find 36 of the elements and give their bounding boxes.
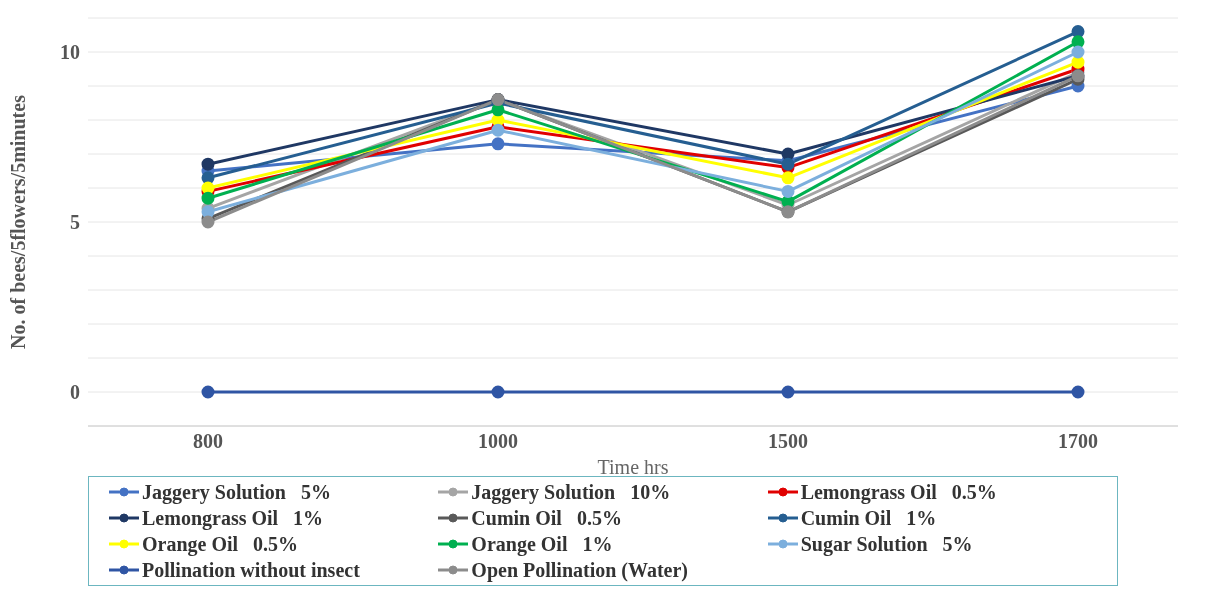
point	[1071, 35, 1085, 49]
point	[1071, 25, 1085, 39]
point	[781, 147, 795, 161]
legend-label: Jaggery Solution 10%	[471, 480, 671, 505]
point	[201, 157, 215, 171]
y-tick-label: 0	[70, 381, 80, 404]
y-tick-label: 5	[70, 211, 80, 234]
point	[1071, 385, 1085, 399]
point	[1071, 55, 1085, 69]
point	[1071, 45, 1085, 59]
y-axis-title: No. of bees/5flowers/5minutes	[7, 94, 30, 349]
legend-label: Lemongrass Oil 1%	[142, 506, 324, 531]
point	[201, 205, 215, 219]
point	[491, 137, 505, 151]
x-tick-label: 800	[193, 430, 223, 453]
x-tick-label: 1500	[768, 430, 808, 453]
x-tick-label: 1000	[478, 430, 518, 453]
legend-label: Lemongrass Oil 0.5%	[800, 480, 997, 505]
point	[781, 171, 795, 185]
point	[781, 385, 795, 399]
x-tick-label: 1700	[1058, 430, 1098, 453]
point	[491, 385, 505, 399]
legend-label: Orange Oil 1%	[471, 532, 613, 557]
legend-label: Orange Oil 0.5%	[142, 532, 299, 557]
legend-label: Open Pollination (Water)	[471, 558, 688, 583]
point	[201, 171, 215, 185]
legend-label: Pollination without insect	[142, 558, 360, 583]
y-tick-label: 10	[60, 41, 80, 64]
point	[201, 191, 215, 205]
legend-label: Cumin Oil 1%	[800, 506, 937, 531]
legend-label: Jaggery Solution 5%	[142, 480, 331, 505]
point	[201, 385, 215, 399]
x-axis-title: Time hrs	[597, 456, 669, 478]
legend-label: Sugar Solution 5%	[800, 532, 973, 557]
point	[781, 184, 795, 198]
legend-label: Cumin Oil 0.5%	[471, 506, 622, 531]
